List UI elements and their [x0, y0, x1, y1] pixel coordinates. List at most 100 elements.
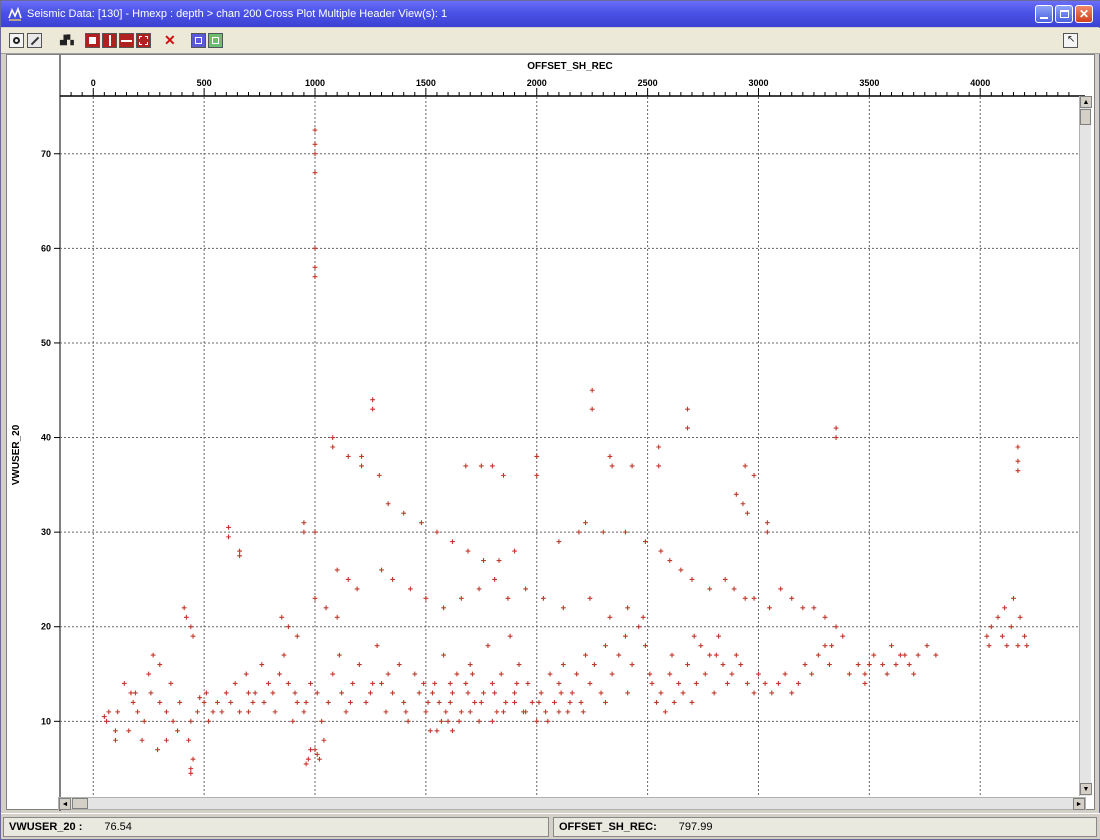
scroll-right-button[interactable]: ►	[1073, 798, 1085, 810]
data-point	[237, 548, 243, 554]
data-point	[833, 624, 839, 630]
data-point	[181, 605, 187, 611]
data-point	[725, 681, 730, 686]
data-point	[862, 671, 868, 677]
arrow-right-icon: ►	[1075, 800, 1083, 808]
data-point	[376, 472, 382, 478]
export-button[interactable]	[191, 33, 206, 48]
scroll-left-button[interactable]: ◄	[59, 798, 71, 810]
data-point	[354, 586, 360, 592]
plot-area[interactable]	[60, 97, 1080, 797]
data-point	[751, 690, 757, 696]
edit-button[interactable]	[27, 33, 42, 48]
cross-plot-chart[interactable]: 0 500 1000 1500 2000 2500 3000 3500 4000 10 20 30 4…	[7, 55, 1096, 811]
data-point	[396, 662, 402, 667]
data-point	[157, 662, 163, 667]
data-point	[623, 633, 628, 639]
data-point	[390, 690, 396, 696]
data-point	[113, 737, 118, 743]
data-point	[731, 586, 737, 592]
data-point	[603, 643, 608, 649]
data-point	[219, 709, 225, 715]
data-point	[716, 633, 721, 639]
help-button[interactable]: ↖	[1063, 33, 1078, 48]
data-point	[702, 671, 708, 677]
data-point	[640, 614, 646, 620]
layout-2-button[interactable]	[102, 33, 117, 48]
data-point	[186, 737, 192, 743]
data-point	[456, 718, 462, 724]
data-point	[560, 605, 566, 611]
horizontal-scrollbar[interactable]: ◄ ►	[58, 797, 1086, 810]
data-point	[685, 425, 690, 431]
layout-1-button[interactable]	[85, 33, 100, 48]
data-point	[822, 614, 828, 620]
data-point	[106, 709, 112, 715]
data-point	[776, 681, 781, 686]
data-point	[104, 718, 109, 724]
data-point	[540, 595, 546, 601]
data-point	[443, 709, 449, 715]
data-point	[339, 690, 345, 696]
data-point	[246, 709, 251, 715]
data-point	[478, 463, 484, 469]
data-point	[370, 406, 376, 412]
layout-4-button[interactable]	[136, 33, 151, 48]
data-point	[188, 770, 194, 776]
data-point	[305, 756, 311, 762]
data-point	[312, 264, 318, 270]
data-point	[778, 586, 784, 592]
layout-3-button[interactable]	[119, 33, 134, 48]
data-point	[642, 539, 648, 544]
data-point	[565, 709, 571, 715]
scroll-down-button[interactable]: ▼	[1080, 783, 1092, 795]
data-point	[744, 681, 750, 686]
data-point	[658, 690, 664, 696]
scroll-up-button[interactable]: ▲	[1080, 96, 1092, 108]
data-point	[578, 700, 584, 705]
data-point	[609, 671, 615, 677]
close-button[interactable]: ✕	[1075, 5, 1093, 23]
scroll-thumb[interactable]	[1080, 109, 1091, 125]
data-point	[855, 662, 861, 667]
data-point	[345, 454, 351, 459]
data-point	[243, 671, 249, 677]
data-point	[984, 633, 990, 639]
data-point	[534, 472, 540, 478]
data-point	[598, 690, 604, 696]
import-button[interactable]	[208, 33, 223, 48]
hscroll-thumb[interactable]	[72, 798, 88, 809]
data-point	[343, 709, 349, 715]
data-point	[764, 529, 770, 535]
data-point	[751, 595, 757, 601]
data-point	[228, 700, 234, 705]
data-point	[168, 681, 174, 686]
y-tick-label: 50	[41, 338, 51, 348]
data-point	[312, 245, 318, 251]
data-point	[445, 718, 451, 724]
data-point	[314, 752, 320, 757]
data-point	[359, 454, 364, 459]
status-y-value: 76.54	[104, 821, 132, 833]
minimize-button[interactable]	[1035, 5, 1053, 23]
status-x-panel: OFFSET_SH_REC: 797.99	[553, 817, 1097, 837]
data-point	[534, 718, 540, 724]
data-point	[350, 681, 356, 686]
settings-button[interactable]	[9, 33, 24, 48]
data-point	[769, 690, 775, 696]
y-tick-label: 60	[41, 243, 51, 253]
vertical-scrollbar[interactable]: ▲ ▼	[1079, 96, 1092, 796]
data-point	[507, 633, 513, 639]
data-point	[833, 425, 839, 431]
data-point	[587, 595, 593, 601]
restore-icon	[1059, 10, 1069, 18]
chart-button[interactable]: ▟▚	[59, 33, 74, 48]
cross-plot-panel[interactable]: 0 500 1000 1500 2000 2500 3000 3500 4000 10 20 30 4…	[6, 54, 1096, 811]
data-point	[379, 681, 384, 686]
data-point	[512, 548, 517, 554]
restore-button[interactable]	[1055, 5, 1073, 23]
data-point	[501, 709, 506, 715]
data-point	[995, 614, 1001, 620]
title-bar[interactable]: Seismic Data: [130] - Hmexp : depth > ch…	[1, 1, 1100, 27]
delete-button[interactable]: ✕	[163, 32, 178, 48]
